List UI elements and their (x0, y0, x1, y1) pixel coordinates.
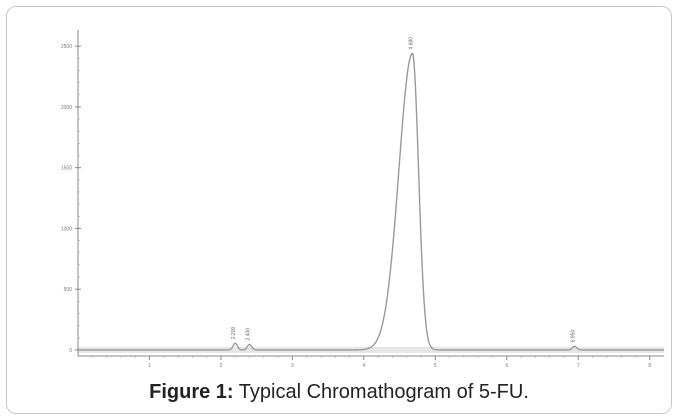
caption-text: Typical Chromathogram of 5-FU. (233, 381, 529, 403)
peak-label: 4.680 (408, 37, 414, 50)
figure-frame (6, 6, 672, 414)
x-tick-label: 3 (291, 363, 294, 369)
chromatogram-trace (78, 52, 664, 351)
x-tick-label: 6 (505, 363, 508, 369)
x-tick-label: 2 (220, 363, 223, 369)
x-tick-label: 4 (362, 363, 365, 369)
y-tick-label: 500 (64, 287, 73, 293)
x-tick-label: 7 (577, 363, 580, 369)
peak-label: 6.950 (571, 330, 577, 343)
x-tick-label: 5 (434, 363, 437, 369)
x-tick-label: 8 (648, 363, 651, 369)
y-tick-label: 2000 (61, 105, 72, 111)
chart-area: 0 500 1000 1500 2000 2500 1 2 3 4 5 6 7 8 2.200 2.400 4.… (6, 6, 672, 378)
caption-label: Figure 1: (149, 381, 234, 403)
peak-label: 2.200 (231, 327, 237, 340)
y-tick-label: 2500 (61, 44, 72, 50)
y-tick-label: 0 (69, 348, 72, 354)
chromatogram-chart: 0 500 1000 1500 2000 2500 1 2 3 4 5 6 7 8 2.200 2.400 4.… (61, 30, 664, 369)
x-tick-label: 1 (148, 363, 151, 369)
peak-label: 2.400 (246, 328, 252, 341)
baseline-band (78, 346, 664, 353)
y-tick-label: 1500 (61, 166, 72, 172)
y-tick-label: 1000 (61, 226, 72, 232)
figure-caption: Figure 1: Typical Chromathogram of 5-FU. (6, 377, 672, 407)
